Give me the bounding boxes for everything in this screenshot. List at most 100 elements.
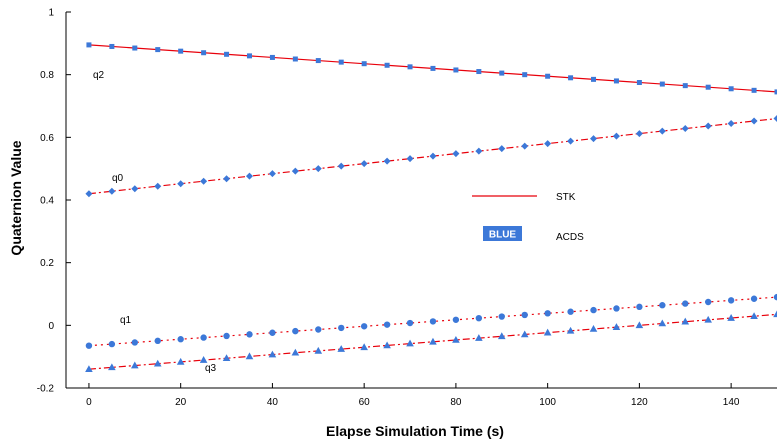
acds-point-q0 (544, 140, 551, 147)
acds-point-q2 (86, 42, 91, 47)
legend-acds-badge: BLUE (489, 230, 517, 241)
acds-point-q1 (751, 296, 757, 302)
x-tick-label: 80 (450, 397, 462, 408)
acds-point-q0 (751, 118, 758, 125)
acds-point-q1 (522, 312, 528, 318)
series-label-q0: q0 (112, 173, 124, 184)
acds-point-q0 (246, 173, 253, 180)
acds-point-q3 (590, 325, 598, 332)
acds-point-q0 (292, 168, 299, 175)
acds-point-q0 (498, 145, 505, 152)
acds-point-q2 (362, 61, 367, 66)
acds-point-q2 (247, 53, 252, 58)
y-tick-label: 0.6 (40, 133, 54, 144)
acds-point-q0 (131, 185, 138, 192)
acds-point-q3 (360, 343, 368, 350)
acds-point-q1 (682, 300, 688, 306)
acds-point-q0 (682, 125, 689, 132)
acds-point-q0 (590, 135, 597, 142)
acds-point-q0 (315, 165, 322, 172)
acds-point-q1 (613, 305, 619, 311)
acds-point-q0 (613, 133, 620, 140)
y-axis-title: Quaternion Value (8, 140, 24, 255)
acds-point-q0 (361, 160, 368, 167)
acds-point-q1 (86, 343, 92, 349)
acds-point-q3 (659, 320, 667, 327)
y-tick-label: 0.8 (40, 70, 54, 81)
acds-point-q2 (316, 58, 321, 63)
acds-point-q2 (178, 49, 183, 54)
x-tick-label: 0 (86, 397, 92, 408)
acds-point-q3 (246, 352, 254, 359)
legend: STK BLUE ACDS (472, 192, 584, 243)
series-label-q3: q3 (205, 363, 217, 374)
acds-point-q0 (223, 175, 230, 182)
acds-point-q1 (200, 334, 206, 340)
acds-point-q1 (544, 310, 550, 316)
acds-point-q1 (499, 313, 505, 319)
acds-point-q1 (659, 302, 665, 308)
x-axis-ticks: 0 20 40 60 80 100 120 140 (86, 383, 740, 408)
acds-point-q1 (476, 315, 482, 321)
acds-point-q0 (200, 178, 207, 185)
acds-point-q2 (683, 83, 688, 88)
acds-point-q2 (339, 60, 344, 65)
acds-point-q1 (567, 309, 573, 315)
acds-point-q0 (384, 158, 391, 165)
acds-point-q1 (269, 330, 275, 336)
series-label-q1: q1 (120, 315, 132, 326)
series-label-q2: q2 (93, 70, 105, 81)
acds-point-q0 (177, 180, 184, 187)
acds-point-q3 (314, 347, 322, 354)
legend-stk-label: STK (556, 192, 576, 203)
x-tick-label: 40 (267, 397, 279, 408)
acds-point-q2 (568, 75, 573, 80)
acds-point-q2 (155, 47, 160, 52)
acds-point-q2 (614, 78, 619, 83)
acds-point-q2 (109, 44, 114, 49)
acds-point-q0 (728, 120, 735, 127)
y-tick-label: -0.2 (37, 384, 55, 395)
acds-point-q0 (108, 188, 115, 195)
acds-point-q0 (475, 148, 482, 155)
acds-point-q1 (361, 323, 367, 329)
acds-point-q2 (293, 57, 298, 62)
acds-point-q1 (155, 338, 161, 344)
acds-point-q2 (385, 63, 390, 68)
acds-point-q1 (636, 304, 642, 310)
acds-point-q3 (406, 340, 414, 347)
legend-acds-label: ACDS (556, 232, 584, 243)
acds-point-q1 (132, 339, 138, 345)
plot-frame (66, 12, 777, 388)
acds-point-q1 (246, 331, 252, 337)
acds-point-q0 (338, 163, 345, 170)
y-tick-label: 0 (48, 321, 54, 332)
acds-point-q0 (774, 115, 777, 122)
acds-point-q2 (132, 46, 137, 51)
acds-point-q2 (545, 74, 550, 79)
x-tick-label: 20 (175, 397, 187, 408)
y-tick-label: 0.2 (40, 258, 54, 269)
acds-point-q3 (773, 310, 777, 317)
acds-point-q0 (154, 183, 161, 190)
acds-point-q3 (544, 329, 552, 336)
acds-point-q1 (384, 321, 390, 327)
acds-point-q2 (637, 80, 642, 85)
acds-point-q1 (109, 341, 115, 347)
acds-point-q0 (521, 143, 528, 150)
acds-point-q1 (590, 307, 596, 313)
acds-point-q3 (750, 312, 758, 319)
acds-point-q2 (660, 82, 665, 87)
acds-point-q2 (408, 64, 413, 69)
acds-point-q2 (591, 77, 596, 82)
acds-point-q0 (452, 150, 459, 157)
acds-point-q2 (706, 85, 711, 90)
acds-point-q0 (659, 128, 666, 135)
acds-point-q2 (499, 71, 504, 76)
acds-point-q2 (729, 86, 734, 91)
acds-point-q1 (407, 320, 413, 326)
acds-point-q2 (752, 88, 757, 93)
acds-point-q0 (269, 170, 276, 177)
acds-point-q3 (636, 321, 644, 328)
